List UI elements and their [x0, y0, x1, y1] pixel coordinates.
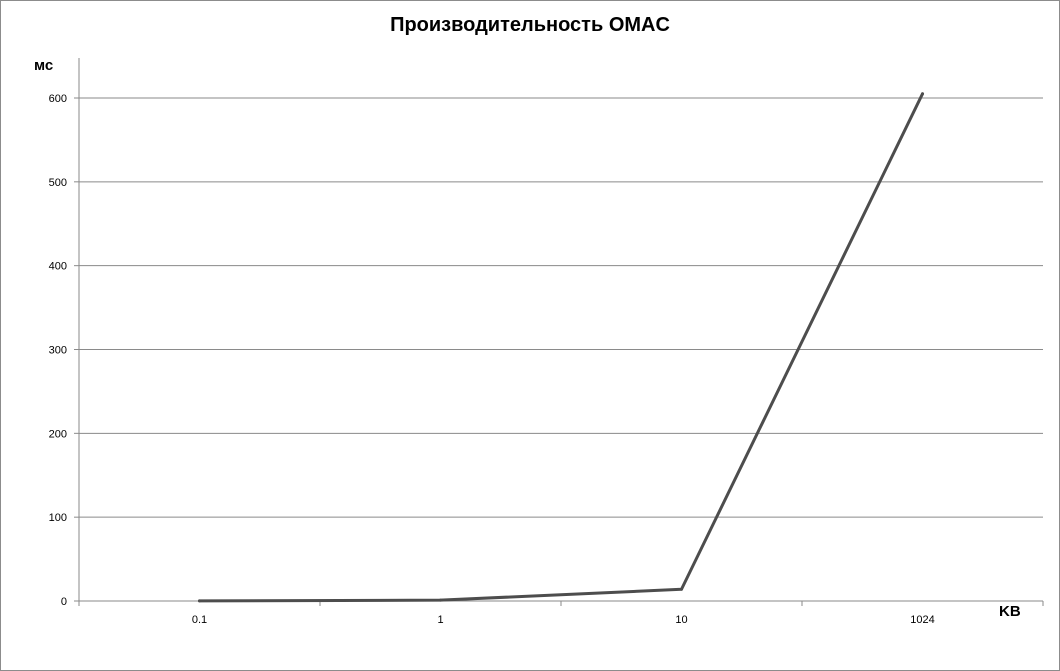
- x-tick-label-1: 1: [437, 614, 443, 626]
- data-point-0-3: [921, 92, 924, 96]
- gridlines: [79, 97, 1043, 518]
- x-axis-label: KB: [999, 603, 1021, 620]
- y-tick-label-500: 500: [49, 177, 67, 189]
- x-tick-label-3: 1024: [910, 614, 934, 626]
- y-tick-labels: 0 100 200 300 400 500 600: [49, 93, 67, 608]
- chart-title: Производительность OMAC: [390, 14, 670, 36]
- y-tick-label-100: 100: [49, 512, 67, 524]
- series-group: [198, 92, 924, 603]
- x-tick-labels: 0.1 1 10 1024: [192, 614, 935, 626]
- x-tick-label-2: 10: [675, 614, 687, 626]
- y-tick-label-300: 300: [49, 345, 67, 357]
- y-axis-label: мс: [34, 57, 54, 74]
- y-tick-label-400: 400: [49, 261, 67, 273]
- axes: [74, 58, 1044, 606]
- data-point-0-1: [439, 598, 442, 602]
- series-line-0: [198, 92, 924, 603]
- y-tick-label-0: 0: [61, 596, 67, 608]
- data-point-0-0: [198, 599, 201, 603]
- y-tick-label-600: 600: [49, 93, 67, 105]
- data-point-0-2: [680, 587, 683, 591]
- x-tick-label-0: 0.1: [192, 614, 207, 626]
- y-tick-label-200: 200: [49, 428, 67, 440]
